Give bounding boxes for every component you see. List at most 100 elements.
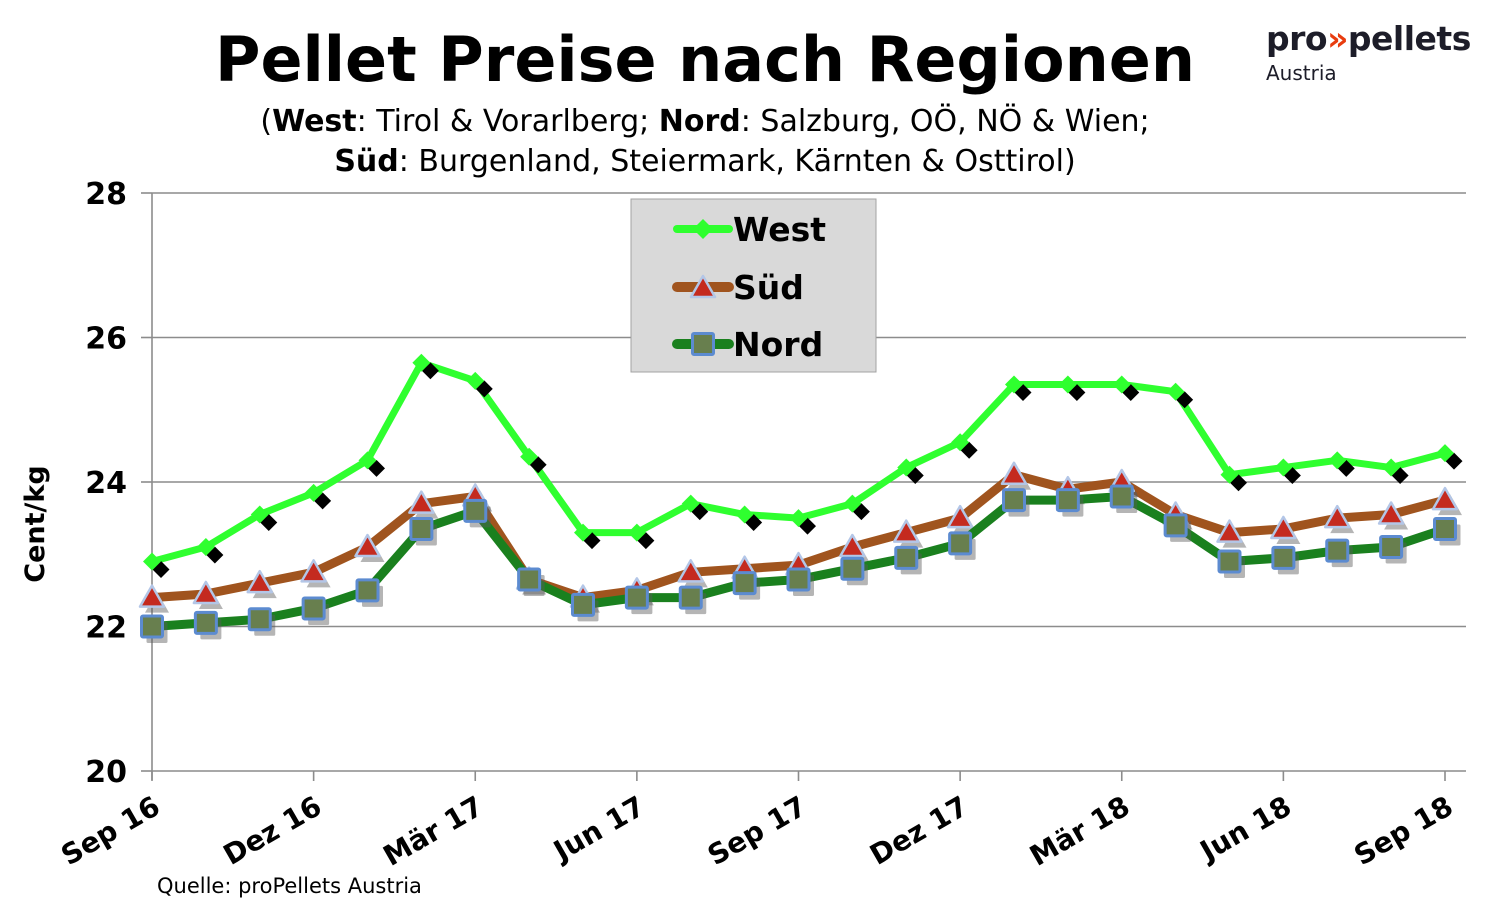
data-point-marker — [1324, 504, 1351, 529]
data-point-marker — [946, 504, 974, 529]
data-point-marker — [1433, 516, 1457, 541]
legend-marker — [693, 219, 713, 239]
legend-label: West — [733, 210, 826, 249]
x-tick-label-group: Mär 18 — [1024, 789, 1135, 872]
data-point-marker — [624, 585, 649, 610]
chart-title: Pellet Preise nach Regionen — [215, 23, 1195, 96]
subtitle-text-part: West — [272, 104, 357, 139]
data-point-marker — [1216, 519, 1243, 543]
data-point-marker — [735, 505, 754, 524]
data-point-marker — [681, 494, 700, 513]
x-tick-label-group: Dez 17 — [864, 789, 973, 871]
data-point-marker — [1382, 458, 1401, 477]
y-tick-label: 28 — [85, 177, 127, 212]
x-tick-label-group: Sep 17 — [702, 789, 812, 872]
data-point-marker — [1271, 545, 1296, 570]
data-point-marker — [1436, 444, 1454, 463]
data-point-marker — [732, 571, 757, 596]
logo-austria-text: Austria — [1266, 61, 1337, 85]
x-tick-label-group: Jun 17 — [546, 789, 650, 868]
data-point-marker — [839, 533, 866, 558]
data-point-marker — [246, 569, 273, 594]
source-note: Quelle: proPellets Austria — [157, 874, 422, 898]
data-point-marker — [1002, 488, 1026, 513]
data-point-marker — [1163, 513, 1188, 538]
data-point-marker — [678, 585, 703, 610]
x-tick-label-group: Mär 17 — [378, 789, 489, 872]
data-point-marker — [1005, 375, 1023, 394]
subtitle-line-1: (West: Tirol & Vorarlberg; Nord: Salzbur… — [40, 102, 1370, 142]
x-tick-label-group: Dez 16 — [218, 789, 327, 871]
data-point-marker — [196, 538, 215, 557]
data-point-marker — [1220, 465, 1239, 484]
x-tick-label: Mär 18 — [1024, 789, 1135, 872]
data-point-marker — [143, 552, 161, 571]
data-point-marker — [786, 567, 811, 592]
legend-item-Süd: Süd — [672, 268, 804, 307]
data-point-marker — [354, 533, 381, 558]
data-point-marker — [1055, 488, 1080, 513]
y-axis-title: Cent/kg — [20, 465, 51, 582]
data-point-marker — [1112, 375, 1131, 394]
chart-subtitle: (West: Tirol & Vorarlberg; Nord: Salzbur… — [40, 102, 1370, 181]
data-point-marker — [517, 567, 542, 592]
y-tick-label: 26 — [85, 322, 127, 357]
logo-chevrons-icon: » — [1327, 19, 1348, 58]
x-tick-label: Sep 17 — [702, 789, 812, 872]
data-point-marker — [466, 371, 485, 390]
x-tick-label: Jun 18 — [1193, 789, 1297, 868]
legend: West Süd Nord — [630, 198, 877, 373]
legend-item-Nord: Nord — [672, 325, 823, 364]
data-point-marker — [1431, 486, 1459, 511]
series-Nord — [140, 484, 1461, 643]
data-point-marker — [789, 509, 808, 528]
legend-marker — [689, 274, 717, 299]
x-tick-label: Sep 16 — [56, 789, 166, 872]
y-tick-label: 22 — [85, 611, 127, 646]
subtitle-text-part: : Salzburg, OÖ, NÖ & Wien; — [740, 104, 1150, 139]
logo-pellets-text: pellets — [1347, 19, 1471, 58]
data-point-marker — [894, 545, 919, 570]
legend-label: Nord — [733, 325, 823, 364]
data-point-marker — [571, 592, 595, 617]
data-point-marker — [355, 578, 380, 603]
data-point-marker — [520, 447, 539, 466]
data-point-marker — [897, 458, 916, 477]
data-point-marker — [1166, 382, 1185, 401]
logo-wordmark: pro»pellets — [1266, 22, 1471, 55]
data-point-marker — [1000, 461, 1028, 486]
data-point-marker — [948, 531, 973, 556]
data-point-marker — [677, 559, 704, 583]
legend-box — [630, 198, 877, 373]
legend-label: Süd — [733, 268, 804, 307]
y-tick-label: 20 — [85, 755, 127, 790]
data-point-marker — [192, 580, 220, 605]
data-point-marker — [463, 498, 488, 523]
logo-pro-text: pro — [1266, 19, 1328, 58]
data-point-marker — [1328, 451, 1347, 470]
data-point-marker — [193, 610, 218, 635]
data-point-marker — [1109, 484, 1134, 509]
data-point-marker — [1325, 538, 1350, 563]
subtitle-text-part: : Tirol & Vorarlberg; — [356, 104, 659, 139]
data-point-marker — [138, 584, 166, 608]
data-point-marker — [1058, 375, 1077, 394]
x-tick-label-group: Sep 16 — [56, 789, 166, 872]
data-point-marker — [140, 614, 164, 639]
data-point-marker — [358, 451, 377, 470]
series-West — [143, 353, 1463, 578]
data-point-marker — [409, 516, 434, 541]
data-point-marker — [250, 505, 269, 524]
x-tick-label-group: Jun 18 — [1193, 789, 1297, 868]
legend-marker — [691, 332, 715, 356]
data-point-marker — [951, 433, 970, 452]
data-point-marker — [412, 353, 431, 372]
x-tick-label: Sep 18 — [1349, 789, 1459, 872]
x-tick-label-group: Sep 18 — [1349, 789, 1459, 872]
data-point-marker — [408, 490, 435, 514]
data-point-marker — [304, 483, 323, 502]
data-point-marker — [627, 523, 646, 542]
data-point-marker — [840, 556, 865, 581]
